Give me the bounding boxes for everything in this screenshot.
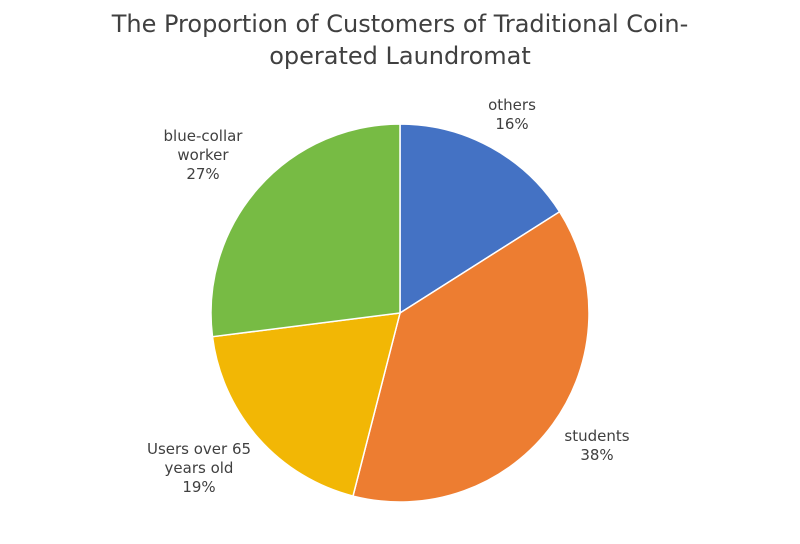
slice-percent-label: 38% (580, 446, 614, 464)
slice-label-students: students 38% (564, 427, 629, 465)
pie-slice-others (399, 123, 561, 315)
slice-label-text: others (488, 96, 536, 114)
slice-label-text: Users over 65 (146, 440, 252, 458)
pie-slice-students (352, 210, 590, 503)
slice-label-text: blue-collar (163, 127, 243, 145)
slice-label-text: students (564, 427, 630, 445)
chart-title-line: The Proportion of Customers of Tradition… (111, 10, 689, 38)
chart-title-line: operated Laundromat (269, 42, 531, 70)
slice-label-others: others 16% (488, 96, 536, 134)
chart-title: The Proportion of Customers of Tradition… (0, 8, 800, 72)
pie-slice-users-over-65-years-old (211, 312, 402, 497)
pie-slice-blue-collar-worker (210, 123, 401, 338)
slice-label-users-over-65: Users over 65 years old 19% (147, 440, 251, 497)
slice-percent-label: 27% (186, 165, 220, 183)
slice-percent-label: 19% (182, 478, 216, 496)
slice-label-text: worker (177, 146, 229, 164)
slice-label-blue-collar-worker: blue-collar worker 27% (164, 127, 243, 184)
slice-percent-label: 16% (495, 115, 529, 133)
slice-label-text: years old (164, 459, 234, 477)
